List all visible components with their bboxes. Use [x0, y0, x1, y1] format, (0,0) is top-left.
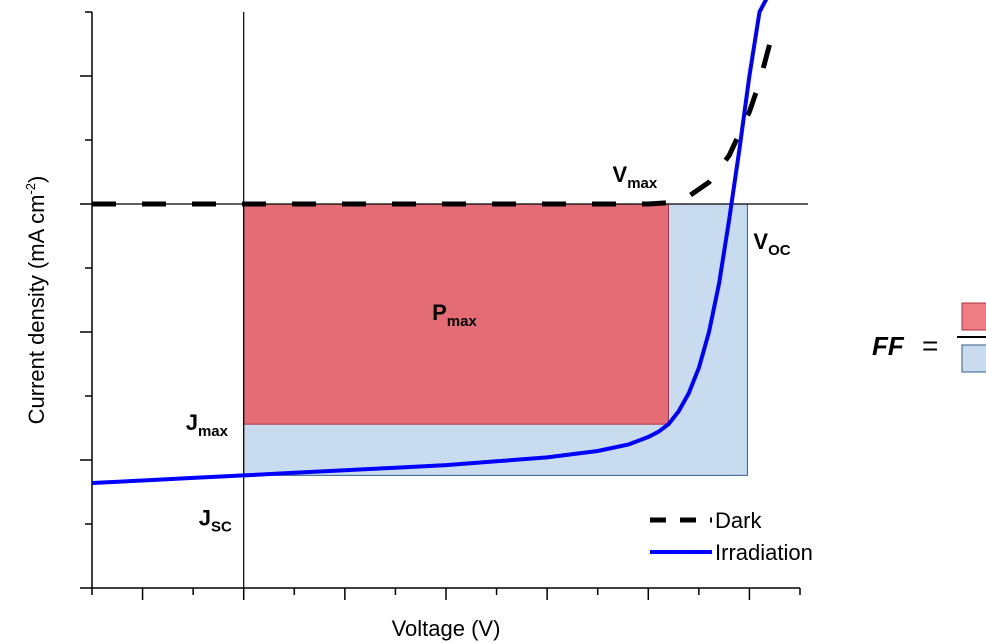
fill-factor-formula: FF =	[872, 302, 986, 373]
legend-irradiation-label: Irradiation	[715, 540, 813, 565]
pmax-area	[243, 203, 670, 425]
jmax-label: Jmax	[186, 410, 229, 440]
ff-numerator-swatch	[961, 302, 986, 331]
vmax-label: Vmax	[613, 162, 658, 192]
legend: Dark Irradiation	[650, 508, 813, 565]
dark-curve	[92, 43, 773, 207]
y-axis-label: Current density (mA cm-2)	[23, 176, 49, 425]
ff-symbol: FF	[872, 331, 905, 361]
series-layer	[91, 0, 773, 485]
ff-denominator-swatch	[961, 344, 986, 373]
legend-dark-label: Dark	[715, 508, 762, 533]
jsc-label: JSC	[199, 505, 232, 535]
x-axis-label: Voltage (V)	[392, 616, 501, 641]
ff-equals: =	[922, 330, 938, 361]
voc-label: VOC	[753, 229, 790, 259]
y-axis-label-main: Current density (mA cm	[24, 195, 49, 425]
y-axis-label-sup: -2	[23, 183, 38, 195]
axis-ticks	[80, 11, 801, 600]
pmax-label: Pmax	[432, 300, 477, 330]
y-axis-label-tail: )	[24, 176, 49, 183]
irradiation-curve	[91, 0, 769, 485]
